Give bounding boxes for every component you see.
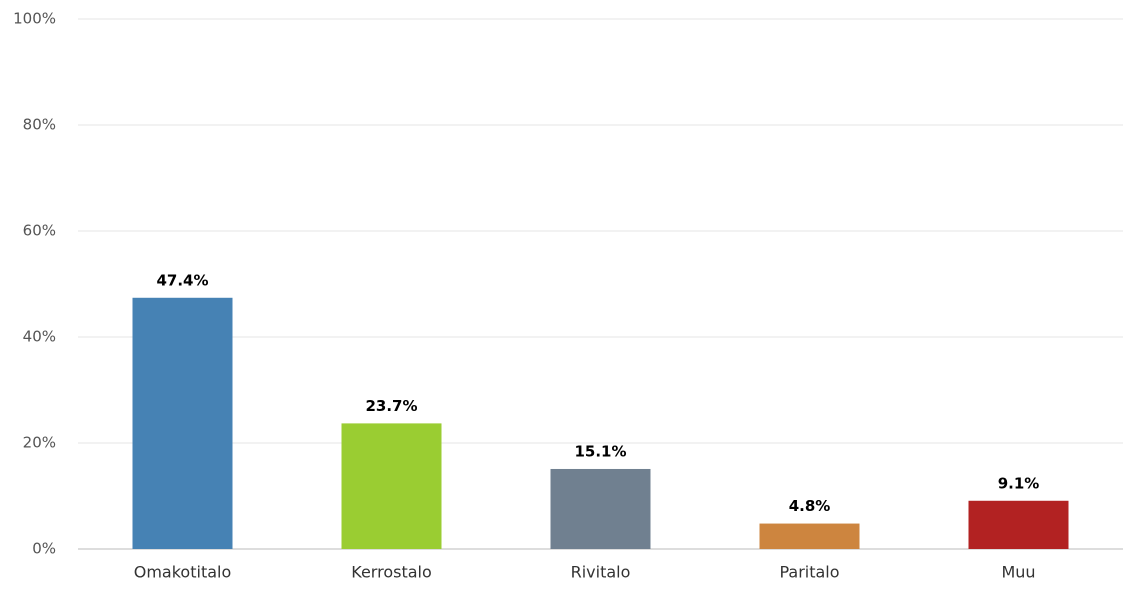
- y-tick-label: 60%: [23, 222, 56, 240]
- x-tick-label: Muu: [1001, 563, 1035, 582]
- bar: [759, 523, 860, 549]
- x-tick-label: Rivitalo: [571, 563, 631, 582]
- bar: [550, 468, 651, 549]
- value-label: 23.7%: [365, 397, 417, 415]
- value-label: 47.4%: [156, 271, 208, 289]
- y-tick-label: 40%: [23, 328, 56, 346]
- y-tick-label: 20%: [23, 434, 56, 452]
- bar: [132, 297, 233, 549]
- y-tick-label: 0%: [32, 540, 56, 558]
- y-tick-label: 100%: [13, 10, 56, 28]
- y-tick-label: 80%: [23, 116, 56, 134]
- bar: [341, 423, 442, 549]
- value-label: 9.1%: [998, 474, 1040, 492]
- value-label: 4.8%: [789, 497, 831, 515]
- value-label: 15.1%: [574, 442, 626, 460]
- bar: [968, 500, 1069, 549]
- x-tick-label: Paritalo: [779, 563, 839, 582]
- x-tick-label: Kerrostalo: [351, 563, 432, 582]
- x-tick-label: Omakotitalo: [134, 563, 232, 582]
